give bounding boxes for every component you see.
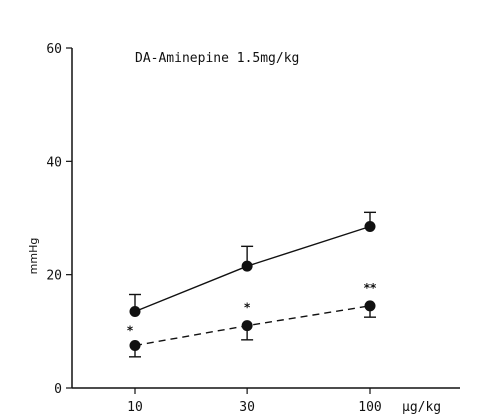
data-point [364,221,376,232]
significance-label: * [244,301,251,315]
significance-label: * [127,324,134,338]
data-point [364,300,376,312]
y-axis-title: mmHg [27,238,40,275]
y-tick-label: 20 [46,269,62,284]
significance-label: ** [364,281,377,295]
series-2: **** [127,281,377,358]
series-line [134,225,371,313]
data-point [129,306,141,317]
data-point [129,340,141,351]
x-ticks: 10 30 100 [127,388,382,415]
data-point [241,320,253,332]
series-1 [129,211,376,317]
x-tick-label: 100 [358,400,381,415]
data-point [241,260,253,272]
x-tick-label: 10 [127,400,143,415]
y-ticks: 0 20 40 60 [46,42,72,397]
x-axis-title: µg/kg [402,400,441,415]
y-tick-label: 60 [46,42,62,57]
x-tick-label: 30 [239,400,255,415]
y-tick-label: 40 [46,155,62,170]
axes [71,48,460,389]
series-layer: **** [127,211,377,358]
y-tick-label: 0 [54,382,62,397]
chart-title: DA-Aminepine 1.5mg/kg [135,51,299,66]
